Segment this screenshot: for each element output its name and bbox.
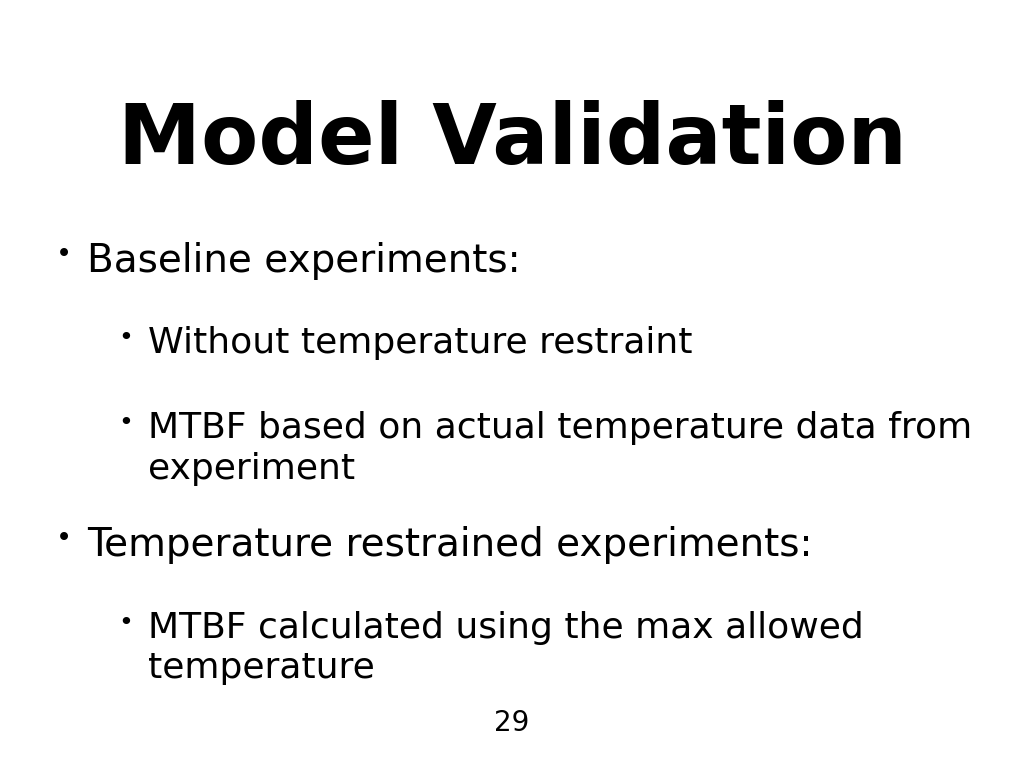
Text: •: • [118, 411, 133, 435]
Text: 29: 29 [495, 710, 529, 737]
Text: •: • [118, 611, 133, 634]
Text: Without temperature restraint: Without temperature restraint [148, 326, 693, 360]
Text: •: • [56, 242, 73, 268]
Text: Model Validation: Model Validation [118, 100, 906, 180]
Text: MTBF based on actual temperature data from
experiment: MTBF based on actual temperature data fr… [148, 411, 973, 485]
Text: MTBF calculated using the max allowed
temperature: MTBF calculated using the max allowed te… [148, 611, 864, 685]
Text: Temperature restrained experiments:: Temperature restrained experiments: [87, 526, 812, 564]
Text: Baseline experiments:: Baseline experiments: [87, 242, 520, 280]
Text: •: • [56, 526, 73, 552]
Text: •: • [118, 326, 133, 350]
